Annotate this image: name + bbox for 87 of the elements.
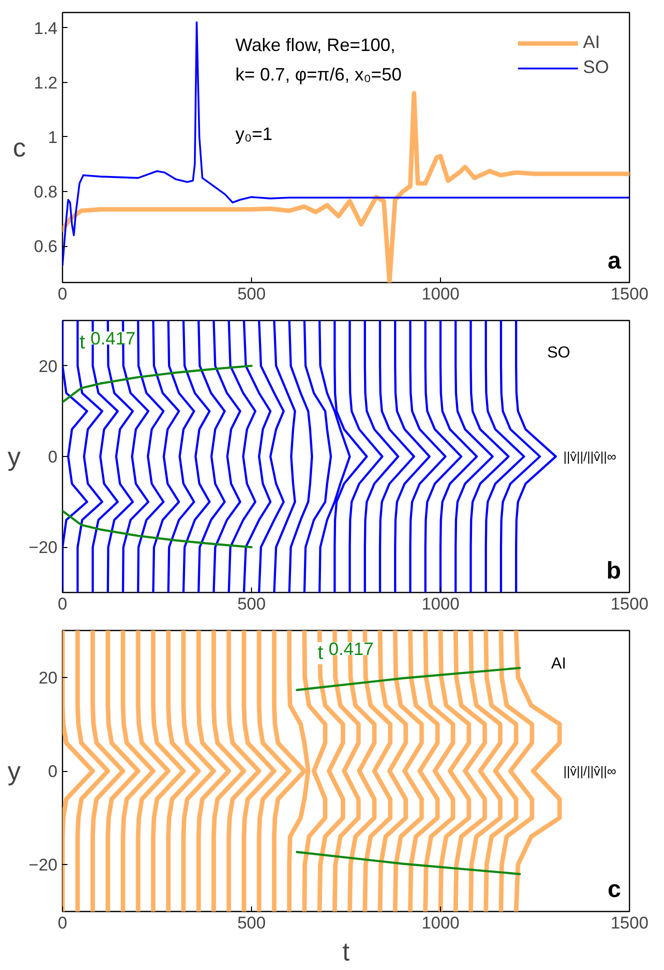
x-axis-title: t: [342, 936, 350, 966]
line-series: [439, 320, 478, 592]
line-series: [394, 320, 431, 592]
line-series: [484, 320, 526, 592]
line-series: [90, 630, 126, 912]
y-tick-label: 1.4: [34, 18, 58, 38]
line-series: [424, 320, 462, 592]
line-series: [137, 320, 165, 592]
line-series: [120, 630, 156, 912]
line-series: [136, 630, 171, 912]
line-series: [62, 364, 253, 404]
line-series: [453, 630, 487, 912]
line-series: [226, 630, 262, 912]
line-series: [62, 91, 630, 282]
line-series: [303, 320, 332, 592]
line-series: [288, 320, 314, 592]
annotation: b: [606, 557, 622, 584]
y-tick-label: −20: [28, 538, 58, 558]
x-tick-label: 500: [237, 914, 266, 932]
line-series: [258, 320, 285, 592]
x-tick-label: 1500: [610, 284, 648, 304]
line-series: [468, 630, 502, 912]
line-series: [152, 320, 180, 592]
line-series: [409, 320, 447, 592]
line-series: [242, 320, 272, 592]
line-series: [408, 630, 440, 912]
line-series: [470, 320, 510, 592]
y-axis-title: c: [12, 132, 26, 162]
line-series: [150, 630, 186, 912]
line-series: [272, 630, 307, 912]
line-series: [256, 630, 292, 912]
annotation: ||v̂||/||v̂||∞: [563, 449, 616, 464]
line-series: [106, 630, 140, 912]
annotation: k= 0.7, φ=π/6, x₀=50: [235, 64, 402, 85]
line-series: [166, 630, 201, 912]
y-tick-label: 0: [48, 762, 58, 781]
y-tick-label: 0.8: [34, 182, 58, 202]
legend-label: AI: [582, 32, 601, 53]
y-tick-label: 1: [48, 128, 58, 147]
line-series: [182, 320, 211, 592]
y-tick-label: 0.6: [34, 237, 58, 256]
annotation: Wake flow, Re=100,: [235, 34, 396, 55]
y-axis-title: y: [8, 756, 21, 786]
line-series: [197, 320, 226, 592]
line-series: [364, 320, 400, 592]
line-series: [62, 510, 253, 548]
line-series: [212, 320, 242, 592]
line-series: [62, 320, 88, 592]
legend-label: SO: [582, 57, 609, 78]
y-tick-label: 20: [38, 668, 58, 688]
line-series: [242, 630, 276, 912]
line-series: [62, 630, 95, 912]
annotation: y₀=1: [235, 124, 272, 144]
x-tick-label: 1500: [610, 594, 648, 614]
line-series: [273, 320, 296, 592]
line-series: [378, 320, 416, 592]
line-series: [228, 320, 256, 592]
line-series: [438, 630, 472, 912]
x-tick-label: 1500: [610, 914, 648, 932]
line-series: [498, 630, 534, 912]
annotation: c: [608, 876, 622, 904]
line-series: [500, 320, 542, 592]
y-tick-label: −20: [28, 856, 58, 875]
y-tick-label: 20: [38, 356, 58, 376]
x-tick-label: 500: [237, 284, 266, 304]
line-series: [167, 320, 196, 592]
line-series: [75, 630, 110, 912]
annotation: AI: [551, 656, 566, 673]
x-tick-label: 500: [237, 594, 266, 614]
line-series: [392, 630, 424, 912]
line-series: [378, 630, 408, 912]
x-tick-label: 1000: [422, 594, 460, 614]
line-series: [484, 630, 518, 912]
line-series: [423, 630, 456, 912]
y-axis-title: y: [8, 442, 21, 472]
line-series: [196, 630, 232, 912]
annotation: ||v̂||/||v̂||∞: [563, 764, 616, 778]
y-tick-label: 1.2: [34, 73, 58, 92]
x-tick-label: 1000: [422, 284, 460, 304]
x-tick-label: 1000: [422, 914, 460, 932]
line-series: [348, 320, 384, 592]
annotation: a: [608, 247, 622, 274]
annotation: SO: [547, 344, 570, 362]
line-series: [211, 630, 246, 912]
y-tick-label: 0: [48, 448, 58, 466]
line-series: [454, 320, 494, 592]
line-series: [181, 630, 216, 912]
